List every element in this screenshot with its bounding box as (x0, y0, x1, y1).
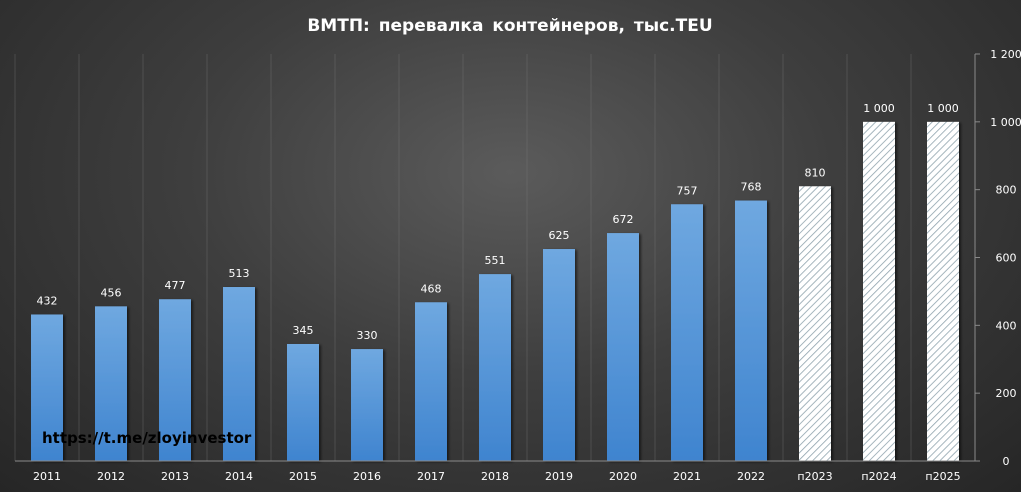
bars-layer (31, 121, 959, 461)
y-tick-label: 400 (996, 319, 1017, 332)
axis-layer: 0 200 400 600 800 1 000 1 200 2011 2012 2013 2014 2… (15, 48, 1021, 483)
bar (95, 306, 127, 461)
bar (927, 121, 959, 461)
y-tick-label: 200 (996, 387, 1017, 400)
data-label: 672 (613, 213, 634, 226)
x-tick-label: 2021 (673, 470, 701, 483)
data-label: 551 (485, 254, 506, 267)
data-label: 330 (357, 329, 378, 342)
bar (159, 299, 191, 461)
x-tick-label: 2015 (289, 470, 317, 483)
data-label: 513 (229, 267, 250, 280)
grid-layer (14, 54, 912, 461)
y-tick-label: 0 (1003, 455, 1010, 468)
data-label: 477 (165, 279, 186, 292)
chart-title: ВМТП: перевалка контейнеров, тыс.TEU (307, 16, 712, 36)
bar (31, 314, 63, 461)
bar (479, 274, 511, 461)
x-tick-label: 2022 (737, 470, 765, 483)
x-tick-label: п2023 (797, 470, 832, 483)
data-label: 810 (805, 166, 826, 179)
bar (351, 349, 383, 461)
bar (671, 204, 703, 461)
bar (735, 200, 767, 461)
watermark-text: https://t.me/zloyinvestor (42, 429, 252, 447)
data-label: 1 000 (927, 102, 959, 115)
data-label: 1 000 (863, 102, 895, 115)
bar (543, 249, 575, 461)
bar (863, 121, 895, 461)
y-tick-label: 1 200 (990, 48, 1021, 61)
x-tick-label: 2017 (417, 470, 445, 483)
data-label: 432 (37, 294, 58, 307)
x-tick-label: 2014 (225, 470, 253, 483)
data-label: 456 (101, 286, 122, 299)
x-tick-label: 2020 (609, 470, 637, 483)
x-tick-label: 2012 (97, 470, 125, 483)
data-label: 768 (741, 181, 762, 194)
data-label: 468 (421, 282, 442, 295)
bar (223, 287, 255, 461)
x-tick-label: 2011 (33, 470, 61, 483)
x-tick-label: 2018 (481, 470, 509, 483)
x-tick-label: п2025 (925, 470, 960, 483)
y-tick-label: 800 (996, 184, 1017, 197)
data-labels-layer: 432 456 477 513 345 330 468 551 625 672 757 768 810 1… (37, 102, 959, 342)
x-tick-label: 2019 (545, 470, 573, 483)
bar (415, 302, 447, 461)
y-tick-label: 600 (996, 252, 1017, 265)
bar (287, 343, 319, 461)
bar (799, 186, 831, 461)
bar (607, 233, 639, 461)
x-tick-label: 2013 (161, 470, 189, 483)
data-label: 757 (677, 184, 698, 197)
x-tick-label: п2024 (861, 470, 896, 483)
y-tick-label: 1 000 (990, 116, 1021, 129)
x-tick-label: 2016 (353, 470, 381, 483)
data-label: 345 (293, 324, 314, 337)
data-label: 625 (549, 229, 570, 242)
